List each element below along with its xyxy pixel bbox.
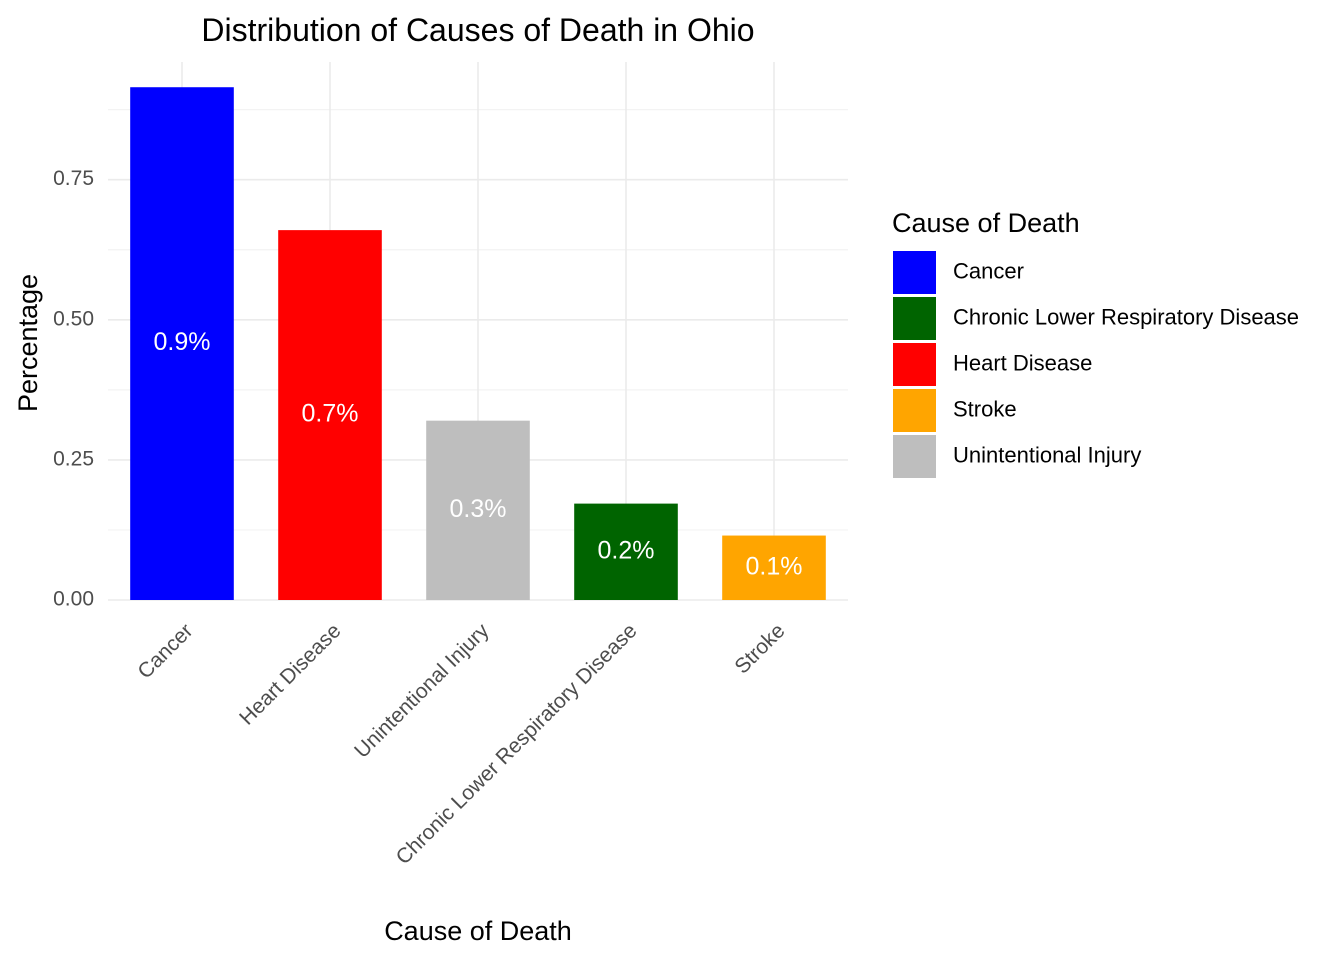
x-axis-title: Cause of Death	[384, 916, 572, 946]
y-tick-label: 0.25	[53, 447, 94, 470]
y-tick-label: 0.00	[53, 588, 94, 611]
legend-label: Unintentional Injury	[953, 442, 1141, 467]
legend: Cause of Death Cancer Chronic Lower Respi…	[892, 208, 1299, 478]
legend-title: Cause of Death	[892, 208, 1080, 238]
bar-value-label: 0.2%	[598, 536, 655, 564]
x-tick-label: Chronic Lower Respiratory Disease	[392, 619, 642, 869]
bar-value-label: 0.7%	[302, 400, 359, 428]
bars: 0.9% 0.7% 0.3% 0.2% 0.1%	[130, 87, 826, 600]
legend-key	[893, 297, 936, 340]
legend-key	[893, 251, 936, 294]
bar-value-label: 0.1%	[746, 552, 803, 580]
legend-key	[893, 435, 936, 478]
chart-title: Distribution of Causes of Death in Ohio	[201, 12, 754, 48]
bar	[130, 87, 234, 600]
legend-label: Cancer	[953, 258, 1024, 283]
x-tick-label: Unintentional Injury	[350, 619, 494, 763]
y-tick-label: 0.75	[53, 167, 94, 190]
x-tick-label: Heart Disease	[235, 619, 345, 729]
bar	[722, 535, 826, 600]
legend-label: Heart Disease	[953, 350, 1092, 375]
bar	[278, 230, 382, 600]
legend-key	[893, 389, 936, 432]
bar	[574, 503, 678, 600]
legend-label: Chronic Lower Respiratory Disease	[953, 304, 1299, 329]
y-tick-label: 0.50	[53, 307, 94, 330]
legend-label: Stroke	[953, 396, 1017, 421]
bar-value-label: 0.3%	[450, 495, 507, 523]
bar	[426, 420, 530, 600]
y-axis-ticks: 0.00 0.25 0.50 0.75	[53, 167, 94, 610]
x-tick-label: Cancer	[133, 619, 197, 683]
x-axis-ticks: Cancer Heart Disease Unintentional InjuryC…	[133, 619, 789, 869]
legend-key	[893, 343, 936, 386]
x-tick-label: Stroke	[730, 619, 789, 678]
y-axis-title: Percentage	[13, 274, 43, 412]
bar-value-label: 0.9%	[154, 328, 211, 356]
